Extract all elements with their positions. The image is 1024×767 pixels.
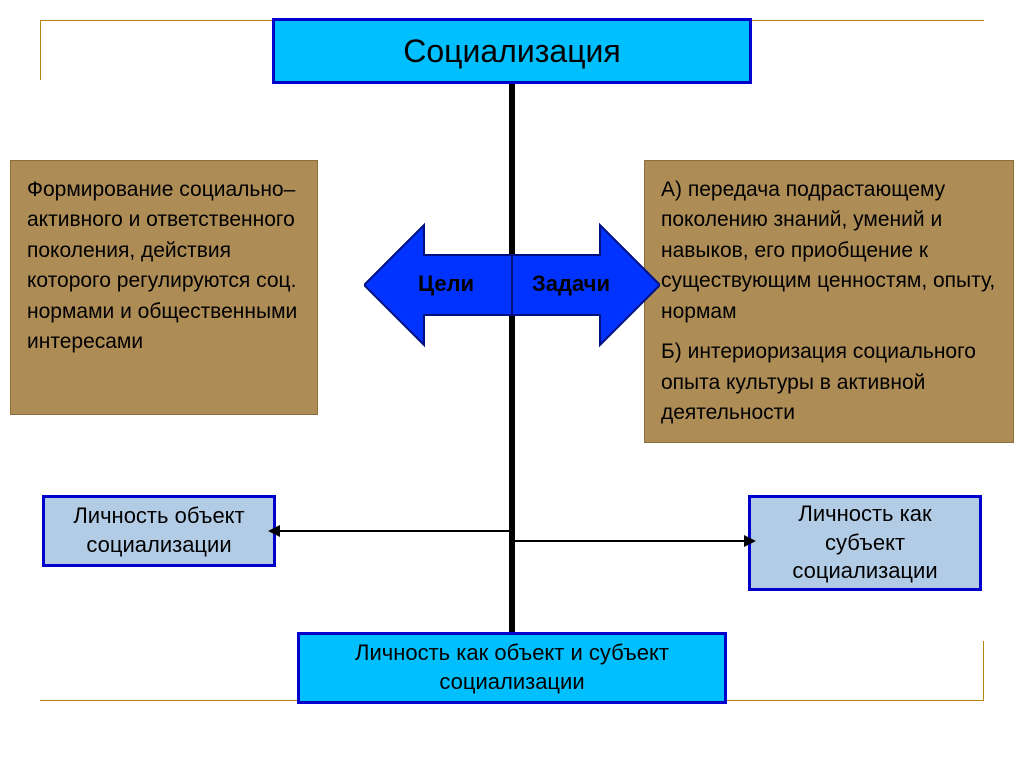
goals-box: Формирование социально–активного и ответ… [10, 160, 318, 415]
arrow-label-goals: Цели [418, 271, 474, 297]
subject-box: Личность как субъект социализации [748, 495, 982, 591]
connector-line-right [512, 540, 748, 542]
object-text: Личность объект социализации [55, 502, 263, 559]
title-text: Социализация [403, 33, 620, 70]
connector-line-left [276, 530, 512, 532]
center-vertical-line [509, 84, 515, 634]
bottom-summary-box: Личность как объект и субъект социализац… [297, 632, 727, 704]
goals-text: Формирование социально–активного и ответ… [27, 178, 297, 353]
tasks-line-b: Б) интериоризация социального опыта куль… [661, 337, 997, 428]
center-double-arrow: Цели Задачи [364, 215, 660, 355]
object-box: Личность объект социализации [42, 495, 276, 567]
arrowhead-right-icon [744, 535, 756, 547]
tasks-line-a: А) передача подрастающему поколению знан… [661, 175, 997, 327]
frame-border-left [40, 20, 41, 80]
subject-text: Личность как субъект социализации [761, 500, 969, 586]
bottom-text: Личность как объект и субъект социализац… [300, 639, 724, 696]
double-arrow-icon [364, 215, 660, 355]
arrow-label-tasks: Задачи [532, 271, 610, 297]
frame-border-right [983, 641, 984, 701]
arrowhead-left-icon [268, 525, 280, 537]
tasks-box: А) передача подрастающему поколению знан… [644, 160, 1014, 443]
title-box: Социализация [272, 18, 752, 84]
